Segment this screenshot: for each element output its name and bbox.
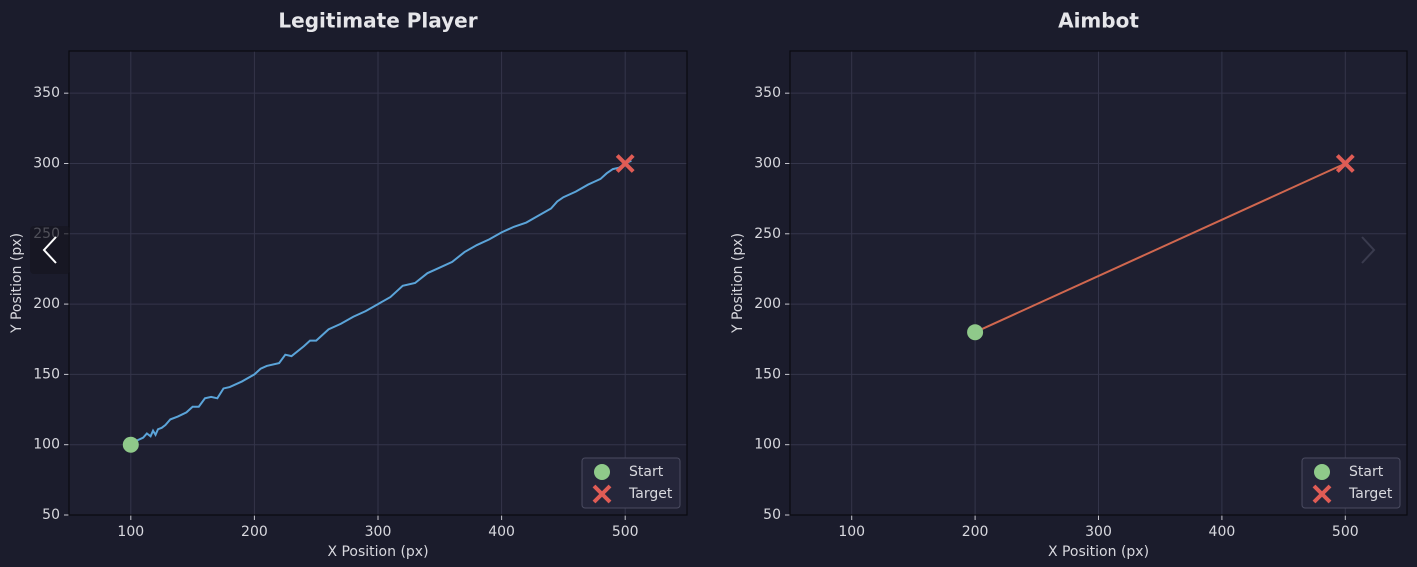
y-tick-label: 350 <box>33 85 60 101</box>
prev-button-bg[interactable] <box>30 226 70 274</box>
x-tick-label: 300 <box>365 524 392 540</box>
legend-swatch <box>1312 484 1332 504</box>
x-tick-label: 200 <box>962 524 989 540</box>
subplot: Aimbot X Position (px) Y Position (px) 100 2… <box>730 9 1408 560</box>
start-marker <box>122 436 139 453</box>
next-arrow[interactable] <box>1361 236 1376 264</box>
plot-frame <box>68 50 688 516</box>
legend-swatch <box>594 464 610 480</box>
x-tick-label: 500 <box>1332 524 1359 540</box>
y-tick-label: 150 <box>33 366 60 382</box>
x-tick-label: 100 <box>117 524 144 540</box>
plot-frame <box>789 50 1408 516</box>
y-axis-label: Y Position (px) <box>9 233 25 334</box>
x-tick-label: 200 <box>241 524 268 540</box>
y-tick-label: 300 <box>33 155 60 171</box>
x-tick-label: 400 <box>1209 524 1236 540</box>
legend-label: Start <box>1349 464 1384 480</box>
y-tick-label: 50 <box>763 507 781 523</box>
legend: Start Target <box>581 457 681 509</box>
y-tick-label: 250 <box>754 226 781 242</box>
next-button[interactable] <box>1361 236 1376 264</box>
legend: Start Target <box>1301 457 1401 509</box>
y-tick-label: 50 <box>42 507 60 523</box>
legend-label: Target <box>1348 486 1393 502</box>
y-tick-label: 200 <box>33 296 60 312</box>
x-axis-label: X Position (px) <box>327 544 428 560</box>
y-tick-label: 200 <box>754 296 781 312</box>
trajectory <box>130 159 632 446</box>
target-marker <box>1335 154 1355 173</box>
chart-title: Aimbot <box>1058 9 1139 33</box>
x-axis-label: X Position (px) <box>1048 544 1149 560</box>
subplot: Legitimate Player X Position (px) Y Positi… <box>9 9 688 560</box>
prev-button[interactable] <box>30 226 70 274</box>
legend-swatch <box>1314 464 1330 480</box>
y-tick-label: 100 <box>33 437 60 453</box>
y-tick-label: 150 <box>754 366 781 382</box>
x-tick-label: 500 <box>612 524 639 540</box>
y-axis-label: Y Position (px) <box>730 233 746 334</box>
x-tick-label: 300 <box>1085 524 1112 540</box>
x-tick-label: 400 <box>488 524 515 540</box>
y-tick-label: 300 <box>754 155 781 171</box>
legend-swatch <box>592 484 612 504</box>
chart-title: Legitimate Player <box>278 9 477 33</box>
y-tick-label: 350 <box>754 85 781 101</box>
legend-label: Start <box>629 464 664 480</box>
start-marker <box>967 324 984 341</box>
target-marker <box>615 154 635 173</box>
x-tick-label: 100 <box>838 524 865 540</box>
legend-label: Target <box>628 486 673 502</box>
y-tick-label: 100 <box>754 437 781 453</box>
prev-arrow[interactable] <box>42 236 57 264</box>
trajectory <box>974 162 1346 334</box>
